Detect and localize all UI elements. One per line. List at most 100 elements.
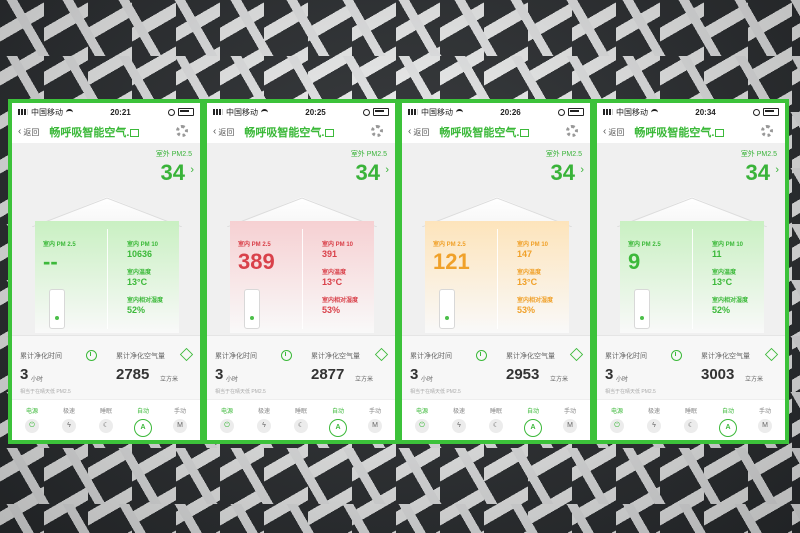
power-icon[interactable]: ⏻ xyxy=(415,419,429,433)
mode-label: 自动 xyxy=(526,409,539,415)
turbo-icon[interactable]: ϟ xyxy=(257,419,271,433)
share-icon[interactable] xyxy=(715,129,725,138)
chevron-left-icon: ‹ xyxy=(213,126,217,137)
title-text: 畅呼吸智能空气. xyxy=(439,127,520,139)
share-icon[interactable] xyxy=(130,129,140,138)
wifi-icon xyxy=(66,109,73,115)
mode-label: 电源 xyxy=(415,409,428,415)
indoor-pm25-label: 室内 PM 2.5 xyxy=(238,242,271,248)
mode-auto-button[interactable]: 自动 A xyxy=(128,406,158,437)
manual-icon[interactable]: M xyxy=(173,419,187,433)
gear-icon[interactable] xyxy=(761,125,773,137)
rotation-lock-icon xyxy=(168,108,175,116)
outdoor-pm25-value[interactable]: 34 xyxy=(160,160,185,185)
outdoor-pm25-value[interactable]: 34 xyxy=(745,160,770,185)
nav-bar: ‹ 返回 畅呼吸智能空气. xyxy=(12,121,200,143)
house-divider xyxy=(302,229,303,329)
purified-volume-value: 2877 xyxy=(311,366,345,383)
mode-label: 极速 xyxy=(647,409,660,415)
auto-icon[interactable]: A xyxy=(719,419,737,437)
status-bar: 中国移动 20:34 xyxy=(597,103,785,121)
back-button[interactable]: ‹ 返回 xyxy=(603,127,624,138)
chevron-right-icon[interactable]: › xyxy=(190,164,194,176)
back-label: 返回 xyxy=(413,127,430,137)
mode-label: 极速 xyxy=(452,409,465,415)
share-icon[interactable] xyxy=(520,129,530,138)
mode-sleep-button[interactable]: 睡眠 ☾ xyxy=(676,406,706,433)
power-icon[interactable]: ⏻ xyxy=(610,419,624,433)
gear-icon[interactable] xyxy=(371,125,383,137)
purify-subtext: 相当于在晴天低 PM2.5 xyxy=(410,389,461,395)
mode-sleep-button[interactable]: 睡眠 ☾ xyxy=(481,406,511,433)
temperature-value: 13°C xyxy=(322,277,343,287)
mode-power-button[interactable]: 电源 ⏻ xyxy=(212,406,242,433)
purified-volume-label: 累计净化空气量 xyxy=(506,353,555,360)
nav-bar: ‹ 返回 畅呼吸智能空气. xyxy=(597,121,785,143)
mode-manual-button[interactable]: 手动 M xyxy=(360,406,390,433)
mode-auto-button[interactable]: 自动 A xyxy=(323,406,353,437)
house-walls: 室内 PM 2.5 9 室内 PM 10 11 室内温度 13°C 室内相对湿度… xyxy=(620,221,764,333)
sleep-icon[interactable]: ☾ xyxy=(489,419,503,433)
chevron-right-icon[interactable]: › xyxy=(580,164,584,176)
wifi-icon xyxy=(651,109,658,115)
mode-sleep-button[interactable]: 睡眠 ☾ xyxy=(91,406,121,433)
turbo-icon[interactable]: ϟ xyxy=(647,419,661,433)
indoor-pm25-value: -- xyxy=(43,249,58,274)
mode-manual-button[interactable]: 手动 M xyxy=(165,406,195,433)
manual-icon[interactable]: M xyxy=(563,419,577,433)
back-button[interactable]: ‹ 返回 xyxy=(213,127,234,138)
auto-icon[interactable]: A xyxy=(134,419,152,437)
auto-icon[interactable]: A xyxy=(329,419,347,437)
temperature-label: 室内温度 xyxy=(127,270,152,276)
share-icon[interactable] xyxy=(325,129,335,138)
mode-power-button[interactable]: 电源 ⏻ xyxy=(407,406,437,433)
turbo-icon[interactable]: ϟ xyxy=(452,419,466,433)
chevron-left-icon: ‹ xyxy=(18,126,22,137)
mode-manual-button[interactable]: 手动 M xyxy=(555,406,585,433)
auto-icon[interactable]: A xyxy=(524,419,542,437)
sleep-icon[interactable]: ☾ xyxy=(294,419,308,433)
mode-turbo-button[interactable]: 极速 ϟ xyxy=(639,406,669,433)
mode-turbo-button[interactable]: 极速 ϟ xyxy=(444,406,474,433)
indoor-pm25-label: 室内 PM 2.5 xyxy=(433,242,466,248)
battery-icon xyxy=(763,108,779,116)
mode-power-button[interactable]: 电源 ⏻ xyxy=(17,406,47,433)
sleep-icon[interactable]: ☾ xyxy=(99,419,113,433)
mode-manual-button[interactable]: 手动 M xyxy=(750,406,780,433)
back-button[interactable]: ‹ 返回 xyxy=(408,127,429,138)
indoor-pm25-label: 室内 PM 2.5 xyxy=(43,242,76,248)
gear-icon[interactable] xyxy=(566,125,578,137)
roof-outline xyxy=(32,197,182,227)
chevron-right-icon[interactable]: › xyxy=(775,164,779,176)
mode-label: 手动 xyxy=(173,409,186,415)
humidity-value: 53% xyxy=(322,305,341,315)
mode-turbo-button[interactable]: 极速 ϟ xyxy=(54,406,84,433)
mode-label: 极速 xyxy=(62,409,75,415)
manual-icon[interactable]: M xyxy=(758,419,772,433)
indoor-pm25-value: 121 xyxy=(433,249,470,274)
back-label: 返回 xyxy=(608,127,625,137)
sleep-icon[interactable]: ☾ xyxy=(684,419,698,433)
turbo-icon[interactable]: ϟ xyxy=(62,419,76,433)
mode-label: 睡眠 xyxy=(489,409,502,415)
manual-icon[interactable]: M xyxy=(368,419,382,433)
mode-sleep-button[interactable]: 睡眠 ☾ xyxy=(286,406,316,433)
mode-auto-button[interactable]: 自动 A xyxy=(518,406,548,437)
outdoor-pm25-value[interactable]: 34 xyxy=(550,160,575,185)
timer-icon xyxy=(671,350,682,361)
mode-auto-button[interactable]: 自动 A xyxy=(713,406,743,437)
chevron-right-icon[interactable]: › xyxy=(385,164,389,176)
nav-bar: ‹ 返回 畅呼吸智能空气. xyxy=(402,121,590,143)
house-walls: 室内 PM 2.5 121 室内 PM 10 147 室内温度 13°C 室内相… xyxy=(425,221,569,333)
power-icon[interactable]: ⏻ xyxy=(25,419,39,433)
mode-power-button[interactable]: 电源 ⏻ xyxy=(602,406,632,433)
mode-turbo-button[interactable]: 极速 ϟ xyxy=(249,406,279,433)
back-button[interactable]: ‹ 返回 xyxy=(18,127,39,138)
outdoor-pm25-value[interactable]: 34 xyxy=(355,160,380,185)
signal-icon xyxy=(603,109,613,115)
power-icon[interactable]: ⏻ xyxy=(220,419,234,433)
gear-icon[interactable] xyxy=(176,125,188,137)
purify-hours-value: 3 xyxy=(410,366,419,383)
mode-label: 自动 xyxy=(331,409,344,415)
volume-unit: 立方米 xyxy=(550,377,569,383)
